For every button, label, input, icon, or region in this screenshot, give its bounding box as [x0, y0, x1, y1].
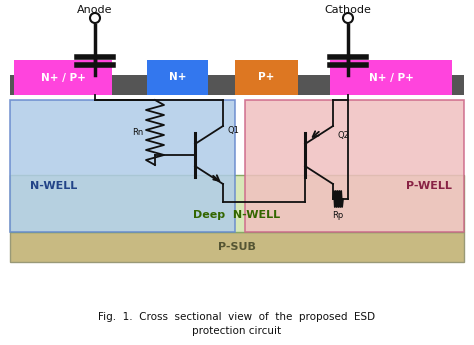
- Bar: [14, 60, 112, 95]
- Text: Deep  N-WELL: Deep N-WELL: [193, 210, 281, 220]
- Bar: [245, 100, 464, 232]
- Text: P+: P+: [258, 72, 275, 82]
- Text: N+ / P+: N+ / P+: [369, 72, 413, 82]
- Text: Fig.  1.  Cross  sectional  view  of  the  proposed  ESD: Fig. 1. Cross sectional view of the prop…: [99, 312, 375, 322]
- Bar: [147, 60, 208, 95]
- Bar: [235, 60, 298, 95]
- Bar: [330, 60, 452, 95]
- Bar: [10, 175, 464, 232]
- Text: Cathode: Cathode: [325, 5, 372, 15]
- Text: P-SUB: P-SUB: [218, 242, 256, 252]
- Text: N-WELL: N-WELL: [30, 181, 77, 191]
- Text: Q1: Q1: [228, 127, 240, 136]
- Text: N+ / P+: N+ / P+: [41, 72, 85, 82]
- Bar: [10, 75, 464, 95]
- Text: P-WELL: P-WELL: [406, 181, 452, 191]
- Bar: [10, 100, 235, 232]
- Text: Anode: Anode: [77, 5, 113, 15]
- Text: Rn: Rn: [132, 128, 143, 137]
- Text: Rp: Rp: [332, 211, 344, 220]
- Text: Q2: Q2: [338, 131, 350, 140]
- Text: N+: N+: [169, 72, 186, 82]
- Bar: [10, 232, 464, 262]
- Text: protection circuit: protection circuit: [192, 326, 282, 336]
